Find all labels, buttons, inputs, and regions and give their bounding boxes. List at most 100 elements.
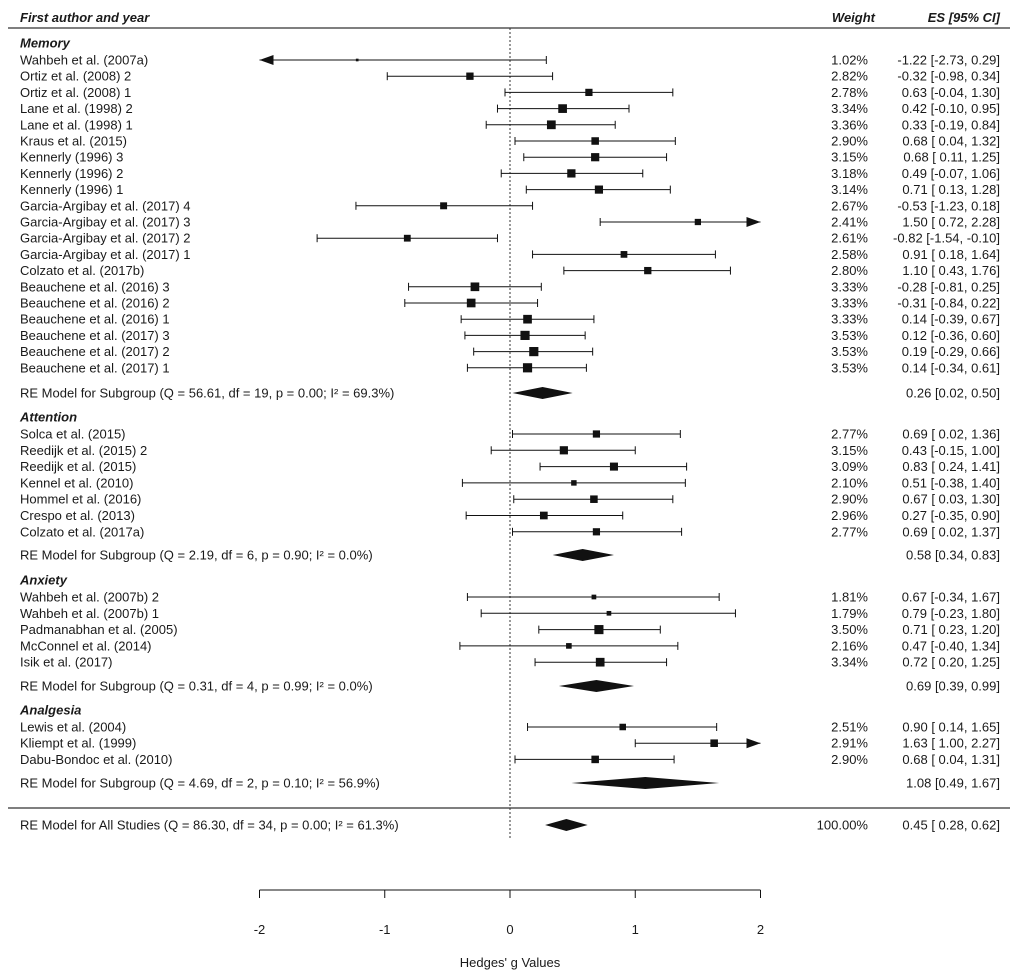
study-label: Solca et al. (2015): [20, 427, 126, 442]
weight-value: 3.15%: [831, 443, 868, 458]
study-label: Ortiz et al. (2008) 2: [20, 69, 131, 84]
point-estimate-square: [594, 185, 604, 194]
header-es: ES [95% CI]: [928, 10, 1001, 25]
weight-value: 3.09%: [831, 459, 868, 474]
subgroup-summary-es: 0.69 [0.39, 0.99]: [906, 679, 1000, 694]
study-label: Reedijk et al. (2015) 2: [20, 443, 147, 458]
es-ci-value: 0.91 [ 0.18, 1.64]: [902, 247, 1000, 262]
x-axis-label: Hedges' g Values: [460, 955, 561, 970]
point-estimate-square: [546, 120, 556, 130]
study-label: Kliempt et al. (1999): [20, 736, 136, 751]
study-label: Beauchene et al. (2017) 3: [20, 328, 170, 343]
study-label: Hommel et al. (2016): [20, 492, 141, 507]
point-estimate-square: [592, 430, 601, 438]
ci-arrow-right: [746, 738, 761, 749]
study-label: Garcia-Argibay et al. (2017) 2: [20, 231, 191, 246]
study-label: Kennerly (1996) 2: [20, 166, 123, 181]
ci-arrow-right: [746, 217, 761, 227]
point-estimate-square: [566, 643, 572, 649]
subgroup-summary-es: 1.08 [0.49, 1.67]: [906, 776, 1000, 791]
weight-value: 3.14%: [831, 182, 868, 197]
point-estimate-square: [558, 104, 567, 113]
point-estimate-square: [710, 739, 718, 747]
weight-value: 1.79%: [831, 606, 868, 621]
es-ci-value: 0.67 [ 0.03, 1.30]: [902, 492, 1000, 507]
weight-value: 2.82%: [831, 69, 868, 84]
weight-value: 2.77%: [831, 524, 868, 539]
subgroup-summary-diamond: [558, 680, 634, 692]
subgroup-summary-diamond: [571, 777, 720, 789]
weight-value: 2.67%: [831, 198, 868, 213]
subgroup-summary-label: RE Model for Subgroup (Q = 2.19, df = 6,…: [20, 548, 373, 563]
study-label: Colzato et al. (2017b): [20, 263, 144, 278]
point-estimate-square: [520, 330, 530, 340]
es-ci-value: 0.19 [-0.29, 0.66]: [902, 344, 1000, 359]
point-estimate-square: [466, 298, 476, 308]
study-label: Lane et al. (1998) 2: [20, 101, 133, 116]
subgroup-summary-label: RE Model for Subgroup (Q = 56.61, df = 1…: [20, 386, 394, 401]
subgroup-summary-es: 0.58 [0.34, 0.83]: [906, 548, 1000, 563]
study-label: Garcia-Argibay et al. (2017) 1: [20, 247, 191, 262]
study-label: Kennel et al. (2010): [20, 475, 133, 490]
point-estimate-square: [571, 480, 577, 486]
es-ci-value: 0.33 [-0.19, 0.84]: [902, 117, 1000, 132]
point-estimate-square: [591, 594, 597, 600]
study-label: Beauchene et al. (2016) 2: [20, 296, 170, 311]
subgroup-heading: Memory: [20, 36, 71, 51]
point-estimate-square: [694, 218, 702, 226]
study-label: McConnel et al. (2014): [20, 638, 152, 653]
point-estimate-square: [620, 251, 628, 258]
weight-value: 2.90%: [831, 752, 868, 767]
subgroup-summary-es: 0.26 [0.02, 0.50]: [906, 386, 1000, 401]
es-ci-value: 0.83 [ 0.24, 1.41]: [902, 459, 1000, 474]
point-estimate-square: [585, 88, 593, 97]
point-estimate-square: [594, 625, 604, 635]
weight-value: 1.02%: [831, 53, 868, 68]
weight-value: 2.77%: [831, 427, 868, 442]
es-ci-value: 0.90 [ 0.14, 1.65]: [902, 720, 1000, 735]
es-ci-value: 1.50 [ 0.72, 2.28]: [902, 215, 1000, 230]
weight-value: 2.61%: [831, 231, 868, 246]
es-ci-value: 0.67 [-0.34, 1.67]: [902, 590, 1000, 605]
study-label: Kraus et al. (2015): [20, 134, 127, 149]
study-label: Colzato et al. (2017a): [20, 524, 144, 539]
point-estimate-square: [355, 58, 359, 62]
weight-value: 2.78%: [831, 85, 868, 100]
weight-value: 3.33%: [831, 312, 868, 327]
x-tick-label: 1: [632, 922, 639, 937]
point-estimate-square: [403, 234, 411, 242]
point-estimate-square: [591, 137, 599, 145]
x-tick-label: -1: [379, 922, 391, 937]
es-ci-value: 0.69 [ 0.02, 1.37]: [902, 524, 1000, 539]
point-estimate-square: [529, 347, 539, 357]
subgroup-summary-label: RE Model for Subgroup (Q = 4.69, df = 2,…: [20, 776, 380, 791]
subgroup-summary-diamond: [512, 387, 573, 399]
es-ci-value: 0.27 [-0.35, 0.90]: [902, 508, 1000, 523]
es-ci-value: 0.14 [-0.34, 0.61]: [902, 360, 1000, 375]
weight-value: 3.53%: [831, 328, 868, 343]
point-estimate-square: [591, 153, 600, 162]
weight-value: 2.80%: [831, 263, 868, 278]
weight-value: 2.10%: [831, 475, 868, 490]
point-estimate-square: [539, 511, 548, 520]
weight-value: 1.81%: [831, 590, 868, 605]
point-estimate-square: [619, 723, 626, 731]
es-ci-value: 0.42 [-0.10, 0.95]: [902, 101, 1000, 116]
header-weight: Weight: [832, 10, 876, 25]
es-ci-value: -0.32 [-0.98, 0.34]: [897, 69, 1000, 84]
study-label: Crespo et al. (2013): [20, 508, 135, 523]
es-ci-value: 0.14 [-0.39, 0.67]: [902, 312, 1000, 327]
weight-value: 2.16%: [831, 638, 868, 653]
es-ci-value: -0.82 [-1.54, -0.10]: [893, 231, 1000, 246]
weight-value: 2.41%: [831, 215, 868, 230]
es-ci-value: 0.63 [-0.04, 1.30]: [902, 85, 1000, 100]
overall-weight: 100.00%: [817, 818, 869, 833]
weight-value: 3.50%: [831, 622, 868, 637]
weight-value: 3.34%: [831, 655, 868, 670]
study-label: Kennerly (1996) 1: [20, 182, 123, 197]
es-ci-value: 0.47 [-0.40, 1.34]: [902, 638, 1000, 653]
study-label: Garcia-Argibay et al. (2017) 3: [20, 215, 191, 230]
point-estimate-square: [466, 72, 474, 80]
study-label: Dabu-Bondoc et al. (2010): [20, 752, 172, 767]
